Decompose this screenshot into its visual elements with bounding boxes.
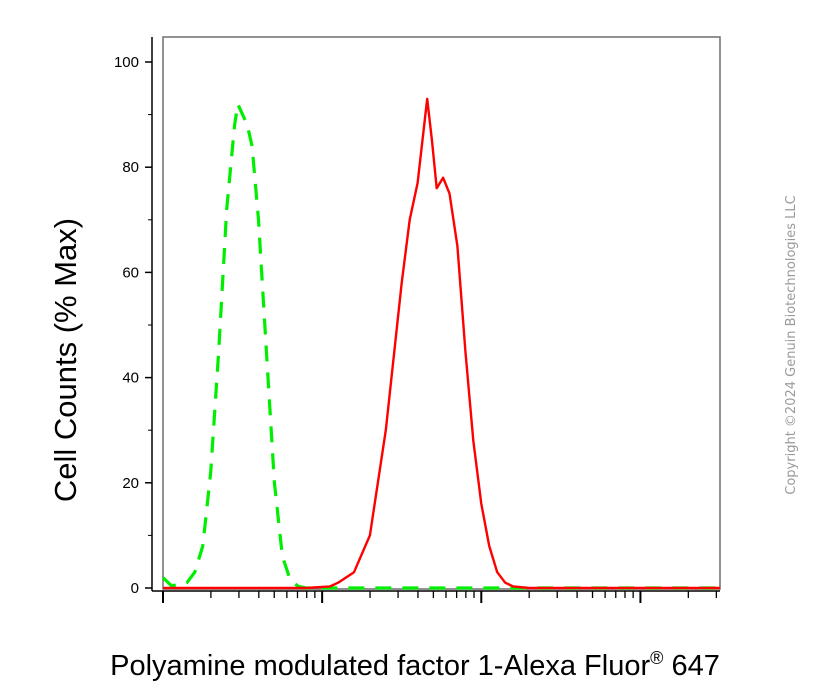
y-tick-label: 80 bbox=[122, 159, 139, 176]
x-axis-label-suffix: 647 bbox=[663, 650, 719, 682]
x-axis-label: Polyamine modulated factor 1-Alexa Fluor… bbox=[110, 648, 720, 682]
y-tick-label: 100 bbox=[114, 54, 139, 71]
histogram-series-1 bbox=[161, 102, 720, 590]
y-axis-label: Cell Counts (% Max) bbox=[48, 218, 83, 502]
plot-frame bbox=[162, 36, 721, 590]
x-axis-ticks bbox=[162, 591, 718, 603]
y-tick-label: 0 bbox=[131, 580, 139, 597]
y-axis-ticks: 0 20 40 60 80 100 bbox=[114, 54, 152, 597]
histogram-series-2 bbox=[163, 97, 720, 590]
x-axis-label-main: Polyamine modulated factor 1-Alexa Fluor bbox=[110, 650, 650, 682]
y-tick-label: 20 bbox=[122, 475, 139, 492]
y-tick-label: 40 bbox=[122, 370, 139, 387]
copyright-watermark: Copyright ©2024 Genuin Biotechnologies L… bbox=[784, 195, 799, 494]
y-tick-label: 60 bbox=[122, 264, 139, 281]
x-axis-label-registered-mark: ® bbox=[650, 648, 663, 668]
series-layer bbox=[161, 97, 720, 590]
